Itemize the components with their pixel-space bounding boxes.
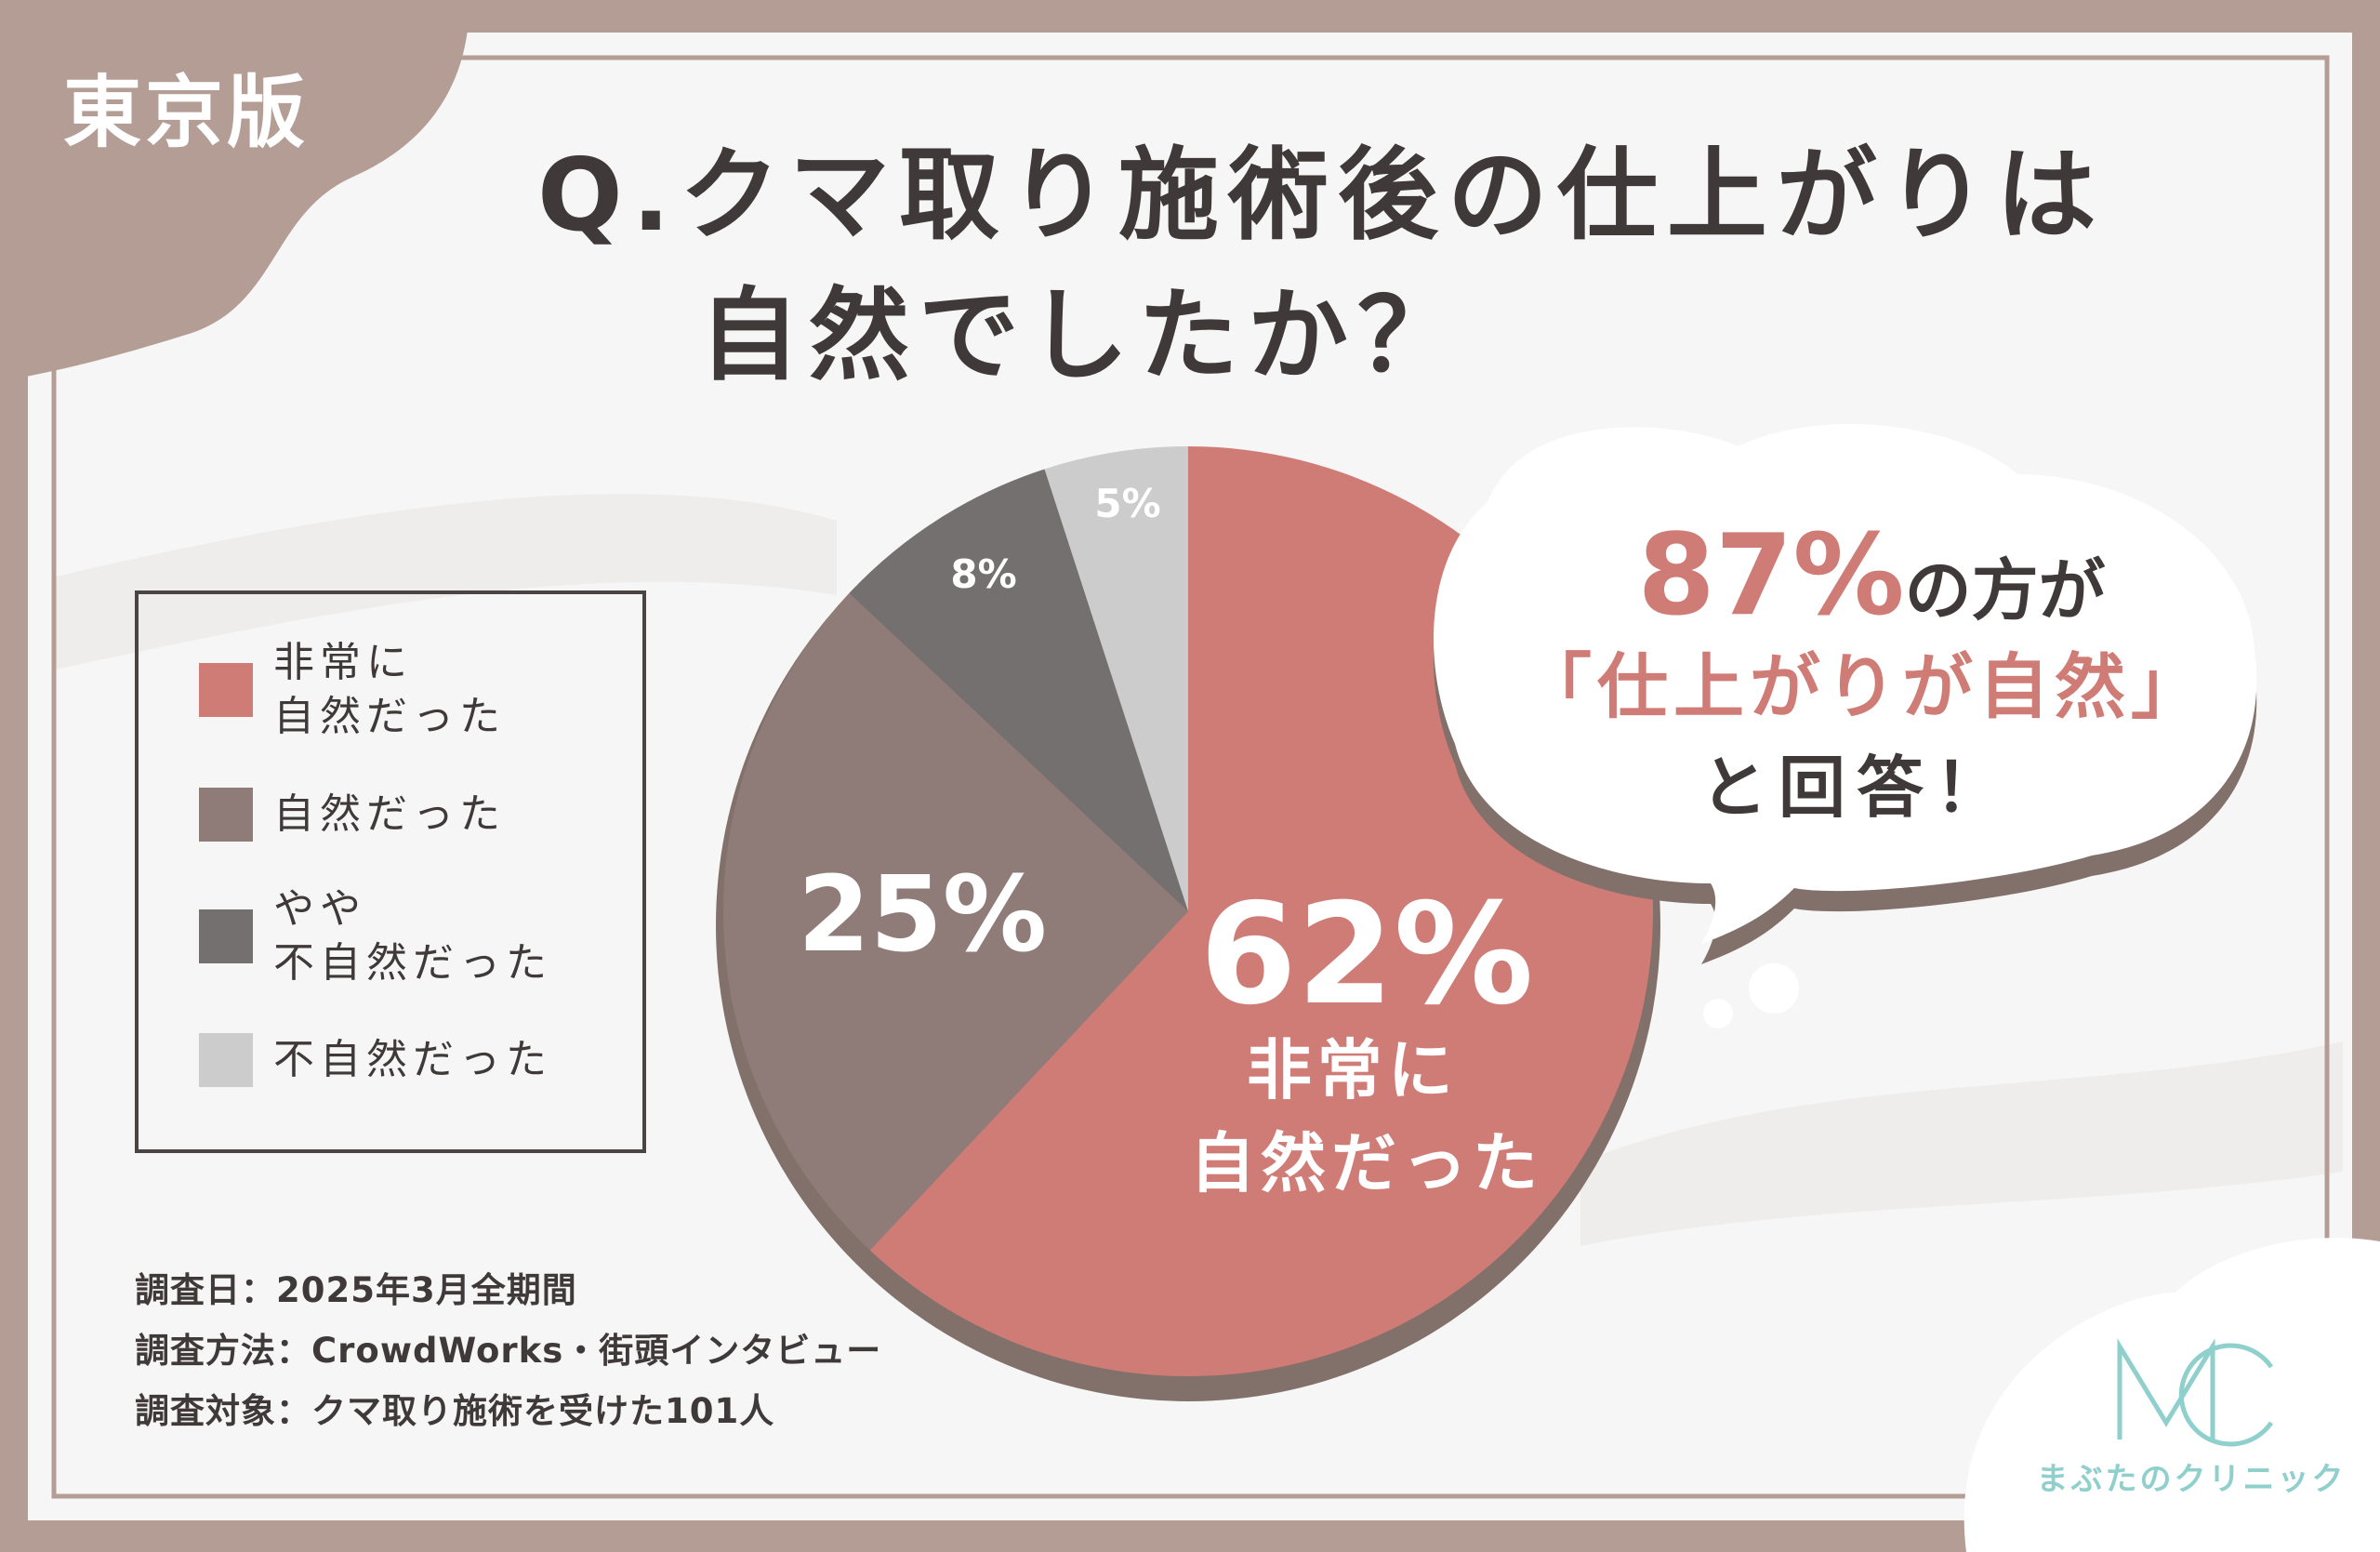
survey-date: 調査日：2025年3月全期間 bbox=[135, 1270, 577, 1310]
background-shadow-streak bbox=[56, 494, 837, 670]
background-shadow-streak bbox=[1580, 1041, 2343, 1246]
pie-label-very-natural: 62% bbox=[1199, 874, 1533, 1036]
question-title-line2: 自然でしたか？ bbox=[699, 278, 1467, 394]
speech-bubble-dot bbox=[1749, 963, 1799, 1014]
logo-mark-icon bbox=[2178, 1343, 2274, 1447]
inner-frame-line bbox=[51, 55, 2330, 1499]
legend-swatch bbox=[199, 788, 253, 842]
pie-caption-line: 非常に bbox=[1247, 1032, 1459, 1108]
corner-blob bbox=[0, 0, 469, 381]
pie-chart: 62% 非常に 自然だった 25% 8% 5% bbox=[716, 446, 1660, 1401]
pie-caption-line: 自然だった bbox=[1190, 1125, 1543, 1201]
chart-legend: 非常に 自然だった 自然だった やや 不自然だった 不自然だった bbox=[135, 590, 646, 1153]
pie-slice-natural bbox=[723, 592, 1188, 1251]
speech-bubble-dot bbox=[1703, 999, 1733, 1028]
legend-label: やや 不自然だった bbox=[273, 885, 552, 987]
speech-cloud-body bbox=[1434, 424, 2257, 944]
pie-slice-slightly-unnatural bbox=[849, 469, 1188, 911]
pie-caption-very-natural: 非常に 自然だった bbox=[1190, 1032, 1543, 1201]
clinic-name: まぶたのクリニック bbox=[2037, 1461, 2347, 1498]
legend-swatch bbox=[199, 1033, 253, 1087]
pie-slice-unnatural bbox=[1044, 446, 1188, 911]
pie-label-slightly-unnatural: 8% bbox=[950, 551, 1016, 597]
legend-label: 不自然だった bbox=[273, 1036, 552, 1083]
legend-item-slightly-unnatural: やや 不自然だった bbox=[199, 882, 552, 990]
legend-swatch bbox=[199, 663, 253, 717]
legend-item-unnatural: 不自然だった bbox=[199, 1033, 552, 1087]
region-badge: 東京版 bbox=[63, 67, 309, 158]
legend-item-very-natural: 非常に 自然だった bbox=[199, 636, 506, 744]
logo-blob bbox=[1964, 1238, 2380, 1552]
callout-line1-suffix: の方が bbox=[1905, 551, 2106, 630]
legend-label: 非常に 自然だった bbox=[273, 639, 506, 740]
clinic-logo: まぶたのクリニック bbox=[2037, 1338, 2347, 1498]
speech-cloud: 87%の方が 「仕上がりが自然」 と回答！ bbox=[1434, 424, 2257, 1028]
callout-line3: と回答！ bbox=[1700, 749, 2013, 827]
legend-label: 自然だった bbox=[273, 790, 506, 838]
legend-swatch bbox=[199, 909, 253, 963]
survey-method: 調査方法：CrowdWorks・街頭インタビュー bbox=[135, 1331, 882, 1371]
callout-line2: 「仕上がりが自然」 bbox=[1521, 645, 2207, 728]
survey-target: 調査対象：クマ取り施術を受けた101人 bbox=[135, 1391, 775, 1431]
callout-percent: 87% bbox=[1637, 511, 1904, 641]
legend-item-natural: 自然だった bbox=[199, 788, 506, 842]
question-title-line1: Q.クマ取り施術後の仕上がりは bbox=[537, 138, 2106, 254]
logo-mark-icon bbox=[2117, 1338, 2215, 1439]
pie-label-natural: 25% bbox=[798, 855, 1047, 975]
callout-line1: 87%の方が bbox=[1637, 511, 2105, 641]
pie-label-unnatural: 5% bbox=[1094, 481, 1160, 526]
